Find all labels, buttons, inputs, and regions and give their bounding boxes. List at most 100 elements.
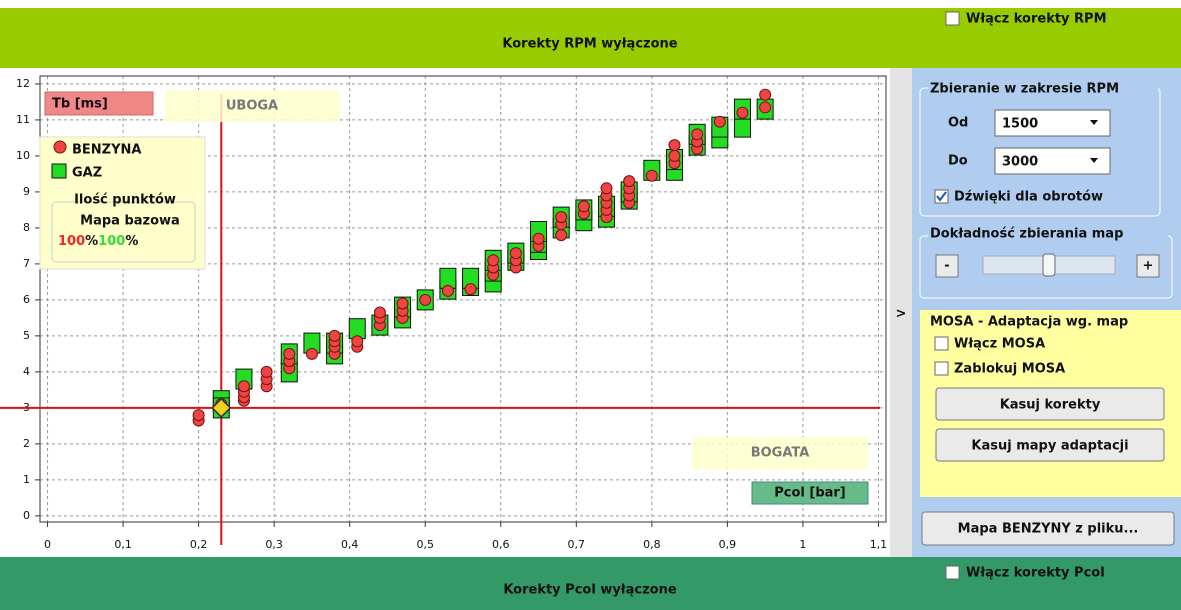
- y-axis-label-box: [44, 91, 154, 116]
- top-title: Korekty RPM wyłączone: [502, 37, 677, 52]
- y-tick-label: 0: [23, 509, 30, 522]
- accuracy-title: Dokładność zbierania map: [930, 227, 1123, 242]
- petrol-point: [713, 115, 726, 128]
- petrol-point: [759, 88, 772, 101]
- mosa-enable-checkbox[interactable]: [934, 336, 949, 351]
- y-tick-label: 6: [23, 293, 30, 306]
- from-label: Od: [948, 116, 968, 131]
- plus-label: +: [1143, 259, 1154, 274]
- petrol-point: [668, 139, 681, 152]
- plot: 00,10,20,30,40,50,60,70,80,911,101234567…: [0, 75, 887, 551]
- legend-title: Ilość punktów: [74, 193, 176, 208]
- rpm-checkbox[interactable]: [945, 11, 960, 26]
- x-axis-label: Pcol [bar]: [774, 486, 846, 501]
- petrol-point: [759, 101, 772, 114]
- reset-maps-button[interactable]: [935, 428, 1165, 462]
- reset-button[interactable]: [935, 387, 1165, 421]
- cursor-point: [211, 397, 232, 418]
- lean-box: [165, 90, 340, 122]
- x-tick-label: 0,2: [190, 538, 208, 551]
- x-tick-label: 0,8: [643, 538, 661, 551]
- petrol-point: [509, 247, 522, 260]
- petrol-point: [237, 380, 250, 393]
- mosa-enable-label: Włącz MOSA: [954, 337, 1045, 352]
- x-tick-label: 0,6: [492, 538, 510, 551]
- petrol-point: [645, 169, 658, 182]
- to-select[interactable]: [994, 147, 1111, 175]
- top-bar: [0, 8, 1181, 68]
- y-axis-label: Tb [ms]: [52, 97, 108, 112]
- x-tick-label: 0,1: [114, 538, 132, 551]
- petrol-point: [736, 106, 749, 119]
- rpm-checkbox-label: Włącz korekty RPM: [966, 12, 1107, 27]
- from-value: 1500: [1002, 117, 1038, 132]
- sound-label: Dźwięki dla obrotów: [954, 190, 1103, 205]
- petrol-point: [396, 297, 409, 310]
- pcol-checkbox-label: Włącz korekty Pcol: [966, 566, 1105, 581]
- y-tick-label: 2: [23, 437, 30, 450]
- petrol-point: [668, 149, 681, 162]
- petrol-point: [623, 175, 636, 188]
- x-tick-label: 0,7: [568, 538, 586, 551]
- x-tick-label: 0: [44, 538, 51, 551]
- mosa-title: MOSA - Adaptacja wg. map: [930, 315, 1128, 330]
- legend-subtitle: Mapa bazowa: [80, 214, 180, 229]
- reset-maps-label: Kasuj mapy adaptacji: [971, 439, 1128, 454]
- petrol-point: [441, 284, 454, 297]
- mosa-lock-checkbox[interactable]: [934, 361, 949, 376]
- legend-label: BENZYNA: [72, 143, 141, 158]
- petrol-point: [555, 229, 568, 242]
- rich-box: [692, 437, 868, 470]
- gas-point: [733, 116, 751, 138]
- x-tick-label: 0,4: [341, 538, 359, 551]
- petrol-point: [577, 200, 590, 213]
- petrol-point: [532, 232, 545, 245]
- lean-label: UBOGA: [226, 99, 278, 114]
- load-button[interactable]: [921, 511, 1175, 546]
- y-tick-label: 1: [23, 473, 30, 486]
- rpm-group-title: Zbieranie w zakresie RPM: [930, 82, 1119, 97]
- toggle[interactable]: >: [896, 307, 907, 322]
- bottom-title: Korekty Pcol wyłączone: [503, 583, 677, 598]
- from-select[interactable]: [994, 109, 1111, 137]
- y-tick-label: 9: [23, 185, 30, 198]
- legend-swatch: [51, 163, 67, 179]
- minus-button[interactable]: [935, 254, 959, 278]
- percent-petrol: 100: [58, 234, 85, 249]
- x-tick-label: 0,5: [416, 538, 434, 551]
- rpm-group-title-bg: [928, 80, 1158, 96]
- plus-button[interactable]: [1136, 254, 1160, 278]
- x-axis-label-box: [751, 481, 869, 505]
- minus-label: -: [944, 259, 949, 274]
- percent-line: 100%100%: [58, 234, 138, 249]
- x-tick-label: 0,9: [719, 538, 737, 551]
- petrol-point: [419, 293, 432, 306]
- rich-label: BOGATA: [751, 446, 810, 461]
- y-tick-label: 12: [16, 77, 30, 90]
- legend-inner: [51, 201, 196, 263]
- to-label: Do: [948, 154, 968, 169]
- pcol-checkbox[interactable]: [945, 565, 960, 580]
- plot-frame: [39, 75, 887, 523]
- y-tick-label: 11: [16, 113, 30, 126]
- percent-unit: %: [125, 234, 138, 249]
- petrol-point: [464, 283, 477, 296]
- slider-thumb[interactable]: [1042, 253, 1056, 277]
- mosa-lock-label: Zablokuj MOSA: [954, 362, 1065, 377]
- petrol-point: [305, 347, 318, 360]
- toggle-strip[interactable]: [890, 68, 912, 557]
- petrol-point: [351, 335, 364, 348]
- y-tick-label: 7: [23, 257, 30, 270]
- check: [936, 191, 947, 202]
- percent-gas: 100: [98, 234, 125, 249]
- dropdown-arrow: [1090, 158, 1098, 163]
- percent-unit: %: [85, 234, 98, 249]
- petrol-point: [600, 182, 613, 195]
- petrol-point: [192, 409, 205, 422]
- dropdown-arrow: [1090, 120, 1098, 125]
- legend-swatch: [53, 140, 67, 154]
- y-tick-label: 8: [23, 221, 30, 234]
- bottom-bar: [0, 557, 1181, 610]
- petrol-point: [373, 306, 386, 319]
